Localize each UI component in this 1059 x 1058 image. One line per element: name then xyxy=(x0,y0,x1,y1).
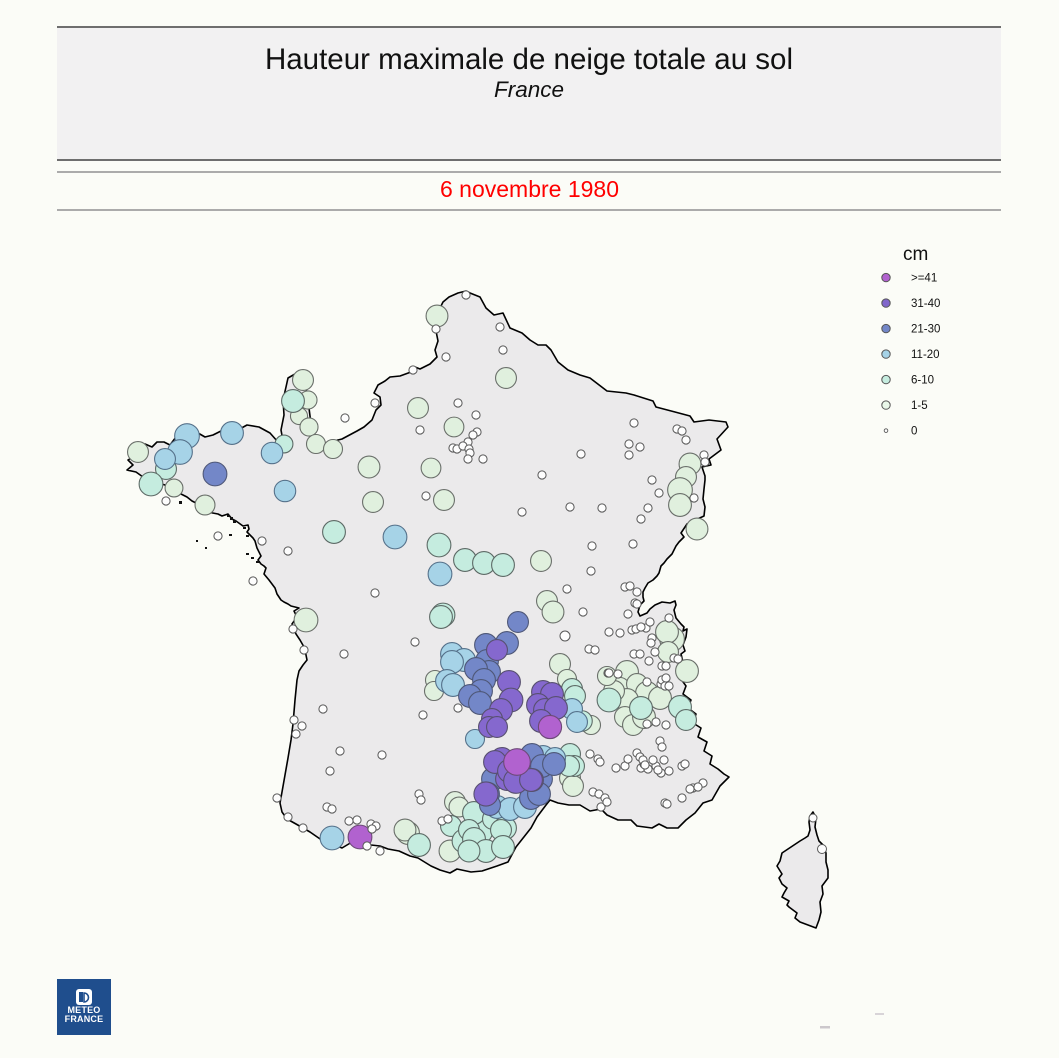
svg-text:31-40: 31-40 xyxy=(911,298,940,310)
svg-text:>=41: >=41 xyxy=(911,273,937,285)
svg-text:cm: cm xyxy=(903,244,928,265)
svg-text:1-5: 1-5 xyxy=(911,400,928,412)
svg-text:6-10: 6-10 xyxy=(911,375,934,387)
svg-text:11-20: 11-20 xyxy=(911,349,940,361)
svg-text:0: 0 xyxy=(911,426,917,438)
svg-text:21-30: 21-30 xyxy=(911,324,940,336)
